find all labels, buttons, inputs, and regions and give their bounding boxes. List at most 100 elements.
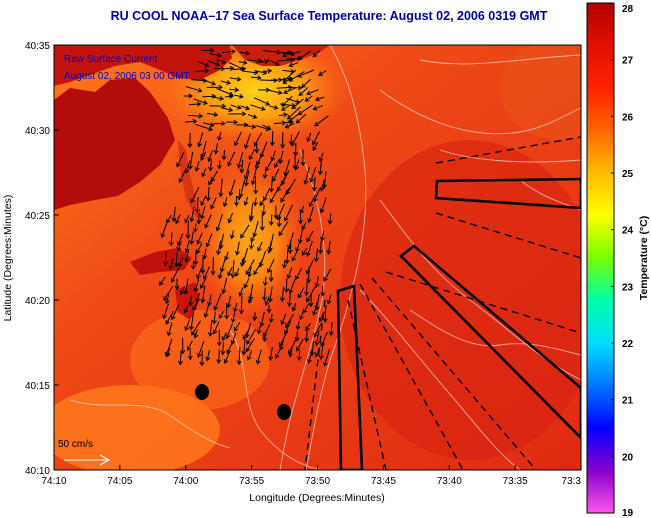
x-tick-label: 74:10 bbox=[41, 476, 66, 487]
current-vector bbox=[188, 151, 194, 170]
current-vector bbox=[245, 259, 255, 275]
current-vector bbox=[319, 197, 327, 214]
current-vector bbox=[297, 287, 305, 299]
current-vector bbox=[230, 260, 236, 279]
current-vector bbox=[303, 166, 310, 185]
current-vector bbox=[282, 78, 291, 85]
current-vector bbox=[309, 166, 317, 183]
current-vector bbox=[281, 105, 290, 111]
y-tick-label: 40:25 bbox=[25, 211, 50, 222]
current-vector bbox=[270, 150, 276, 162]
current-vector bbox=[320, 285, 326, 297]
current-vector bbox=[224, 94, 234, 99]
current-vector bbox=[236, 122, 249, 128]
current-vector bbox=[291, 98, 304, 110]
current-vector bbox=[245, 338, 255, 353]
current-vector bbox=[313, 322, 323, 338]
current-vector bbox=[168, 258, 174, 271]
x-tick-label: 73:3 bbox=[562, 476, 582, 487]
current-vector bbox=[253, 176, 259, 195]
current-vector bbox=[222, 49, 236, 55]
current-vector bbox=[225, 119, 239, 125]
x-tick-label: 74:00 bbox=[173, 476, 198, 487]
current-vector bbox=[238, 295, 244, 315]
sampling-box-southeast bbox=[399, 244, 581, 440]
current-vector bbox=[268, 269, 274, 283]
current-vector bbox=[183, 93, 194, 99]
current-vector bbox=[193, 98, 208, 105]
current-vector bbox=[313, 248, 319, 263]
current-vector bbox=[269, 176, 275, 193]
current-vector bbox=[298, 213, 304, 225]
current-vector bbox=[318, 341, 324, 360]
current-vector bbox=[268, 313, 274, 324]
x-tick-label: 73:45 bbox=[371, 476, 396, 487]
current-vector bbox=[327, 213, 333, 225]
current-vector bbox=[304, 95, 313, 102]
current-vector bbox=[200, 285, 206, 304]
current-vector bbox=[301, 247, 308, 256]
current-vector bbox=[285, 178, 296, 195]
current-vector bbox=[259, 213, 265, 231]
current-vector bbox=[288, 62, 299, 68]
current-vector bbox=[236, 152, 244, 169]
current-vector bbox=[164, 294, 170, 305]
land-nj-coast bbox=[175, 282, 200, 320]
colorbar-tick-label: 26 bbox=[622, 112, 634, 123]
current-vector bbox=[225, 323, 233, 340]
current-vector bbox=[230, 312, 236, 324]
current-vector bbox=[319, 179, 325, 192]
current-vector bbox=[183, 305, 189, 314]
current-vector bbox=[217, 160, 223, 170]
current-vector bbox=[266, 304, 272, 314]
current-vector bbox=[267, 240, 272, 254]
current-vector bbox=[229, 230, 235, 240]
current-vector bbox=[193, 223, 198, 233]
current-vector bbox=[267, 58, 280, 66]
current-vector bbox=[199, 205, 206, 220]
current-vector bbox=[314, 330, 320, 347]
current-vector bbox=[320, 230, 325, 242]
current-vector bbox=[281, 50, 292, 56]
isotherm-contours bbox=[69, 45, 581, 470]
current-vector bbox=[213, 95, 225, 101]
current-vector bbox=[213, 121, 226, 127]
x-axis-ticks: 74:10 74:05 74:00 73:55 73:50 73:45 73:40 73:35… bbox=[41, 465, 582, 487]
current-vector bbox=[250, 75, 262, 81]
current-vector bbox=[311, 176, 317, 192]
scale-arrow-label: 50 cm/s bbox=[58, 439, 93, 450]
y-axis-label: Latitude (Degrees:Minutes) bbox=[2, 195, 14, 322]
current-vector bbox=[170, 304, 180, 321]
current-vector bbox=[200, 195, 207, 207]
current-vector bbox=[202, 93, 217, 99]
current-vector bbox=[306, 240, 313, 257]
current-vector bbox=[195, 196, 201, 214]
current-vector bbox=[262, 332, 268, 343]
current-vector bbox=[213, 293, 222, 311]
current-vector bbox=[159, 276, 166, 286]
current-vector bbox=[307, 349, 313, 364]
current-vector bbox=[234, 241, 240, 256]
current-vector bbox=[248, 239, 254, 250]
current-vector bbox=[185, 221, 191, 240]
current-vector bbox=[209, 52, 223, 58]
inset-label-time: August 02, 2006 03 00 GMT bbox=[64, 71, 190, 82]
current-vector bbox=[227, 212, 234, 224]
current-vector bbox=[176, 151, 185, 168]
current-vector bbox=[209, 103, 227, 109]
current-vector bbox=[242, 328, 250, 340]
current-vector bbox=[162, 251, 168, 267]
current-vector bbox=[256, 323, 262, 335]
current-vector bbox=[278, 150, 284, 165]
current-vector bbox=[253, 259, 263, 276]
current-vector bbox=[163, 286, 174, 302]
current-vector bbox=[247, 266, 253, 278]
current-vector bbox=[221, 277, 228, 295]
current-vector bbox=[179, 286, 185, 296]
current-vector bbox=[200, 151, 207, 162]
current-vector bbox=[318, 70, 327, 76]
colorbar-tick-label: 21 bbox=[622, 396, 634, 407]
inset-label-product: Raw Surface Current bbox=[64, 54, 158, 65]
current-vector bbox=[261, 205, 267, 216]
current-vector bbox=[291, 131, 300, 147]
